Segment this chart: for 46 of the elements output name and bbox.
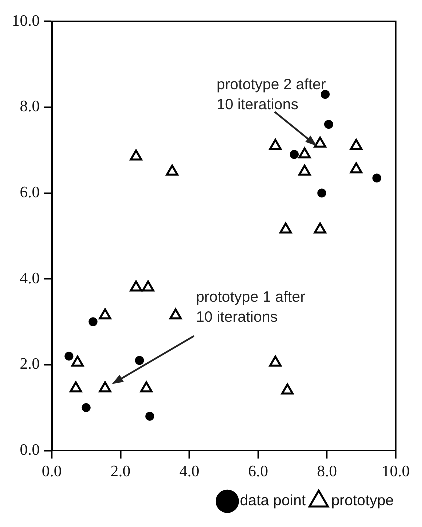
point <box>82 403 91 412</box>
y-tick-label: 8.0 <box>20 98 40 116</box>
legend-label: prototype <box>331 492 394 510</box>
point <box>372 174 382 183</box>
point <box>64 352 74 361</box>
point <box>166 164 179 176</box>
point <box>280 222 292 234</box>
point <box>324 120 334 130</box>
point <box>99 382 112 393</box>
point <box>290 150 300 160</box>
point <box>88 318 98 327</box>
point <box>130 280 142 292</box>
point <box>281 384 294 395</box>
y-tick-label: 0.0 <box>20 442 40 460</box>
point <box>350 139 363 150</box>
point <box>318 188 327 198</box>
y-tick-label: 6.0 <box>20 184 40 202</box>
point <box>99 308 112 320</box>
x-tick-label: 2.0 <box>110 464 131 481</box>
point <box>298 164 312 176</box>
x-tick-label: 4.0 <box>180 464 200 481</box>
point <box>70 382 82 393</box>
annotation: prototype 1 after 10 iterations <box>196 288 306 326</box>
x-tick-label: 6.0 <box>248 464 268 481</box>
x-tick-label: 10.0 <box>382 464 410 481</box>
point <box>130 150 142 161</box>
point <box>72 356 84 367</box>
y-tick-label: 10.0 <box>12 12 40 30</box>
point <box>269 356 282 367</box>
point <box>269 139 282 150</box>
point <box>142 280 155 292</box>
point <box>298 148 312 159</box>
point <box>146 412 155 421</box>
y-tick-label: 2.0 <box>20 356 40 374</box>
point <box>320 90 330 100</box>
annotation: prototype 2 after 10 iterations <box>216 76 326 114</box>
point <box>135 356 144 366</box>
point <box>350 162 363 174</box>
x-tick-label: 8.0 <box>317 464 338 481</box>
y-tick-label: 4.0 <box>20 270 40 288</box>
point <box>314 222 327 234</box>
point <box>140 382 153 393</box>
point <box>314 136 327 148</box>
point <box>170 308 182 320</box>
x-tick-label: 0.0 <box>42 464 62 481</box>
legend-label: data point <box>240 492 307 510</box>
